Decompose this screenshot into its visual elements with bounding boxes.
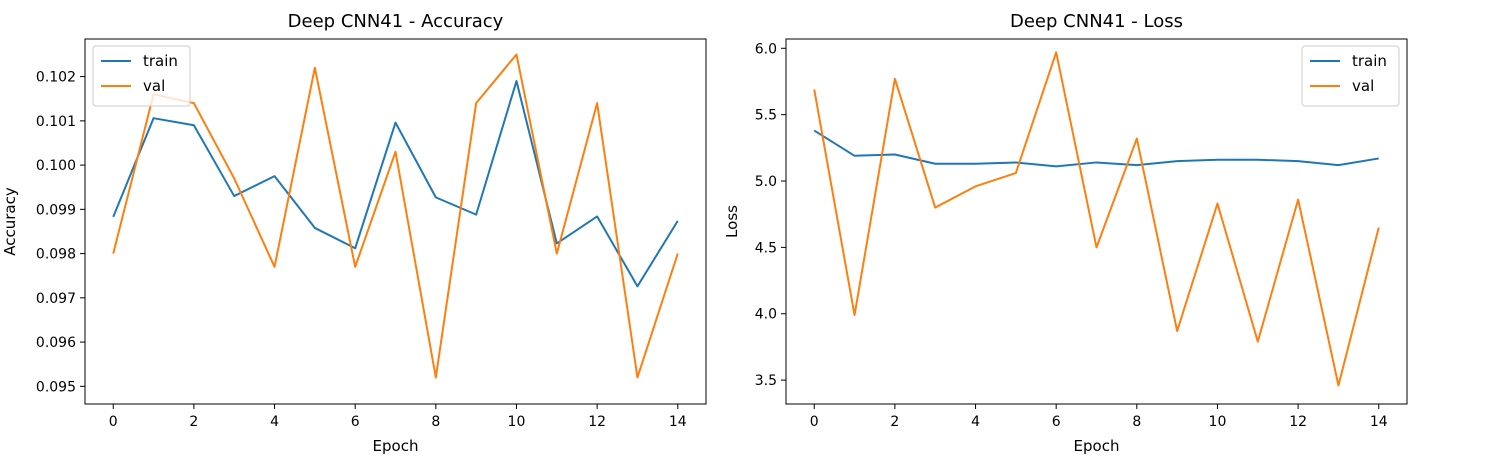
chart-0-ytick-label: 0.102 (36, 70, 76, 86)
chart-0-xtick-label: 14 (669, 414, 687, 430)
chart-1-series-val-line (813, 51, 1380, 387)
chart-1-xtick-label: 4 (971, 414, 980, 430)
chart-0-xtick-label: 10 (508, 414, 526, 430)
chart-1-xlabel: Epoch (1074, 437, 1120, 455)
chart-0-xtick-label: 12 (588, 414, 606, 430)
chart-0-xtick-label: 8 (431, 414, 440, 430)
chart-1-ytick-label: 4.0 (755, 307, 777, 323)
chart-1-ytick-label: 6.0 (755, 41, 777, 57)
chart-1-frame (785, 38, 1408, 405)
chart-1-ytick-label: 3.5 (755, 373, 777, 389)
chart-1-xtick-label: 14 (1370, 414, 1388, 430)
chart-0-ytick-label: 0.097 (36, 291, 76, 307)
chart-1-ytick-label: 4.5 (755, 240, 777, 256)
chart-1-legend-label-val: val (1352, 77, 1374, 95)
chart-0-xtick-label: 0 (109, 414, 118, 430)
chart-1-xtick-label: 10 (1209, 414, 1227, 430)
chart-1-legend: train val (1301, 45, 1400, 107)
chart-1-xtick-label: 2 (890, 414, 899, 430)
chart-0-title: Deep CNN41 - Accuracy (288, 11, 504, 32)
chart-0-ytick-label: 0.098 (36, 247, 76, 263)
chart-0-ylabel: Accuracy (1, 187, 19, 256)
chart-0-ytick-label: 0.095 (36, 379, 76, 395)
chart-1-xtick-label: 0 (810, 414, 819, 430)
chart-1-series-train-line (813, 129, 1379, 168)
chart-1-ylabel: Loss (723, 205, 741, 238)
chart-1-legend-label-train: train (1352, 52, 1387, 70)
chart-1-title: Deep CNN41 - Loss (1010, 11, 1183, 32)
chart-0-legend-label-val: val (143, 77, 165, 95)
chart-0-frame (84, 38, 707, 405)
chart-0-legend-label-train: train (143, 52, 178, 70)
chart-1: Deep CNN41 - Loss 0 2 4 6 8 10 12 14 3.5 4.0 4.5 5.0… (723, 11, 1408, 455)
chart-1-ytick-label: 5.5 (755, 108, 777, 124)
chart-1-xtick-label: 12 (1289, 414, 1307, 430)
chart-0-ytick-label: 0.101 (36, 114, 76, 130)
chart-0-ytick-label: 0.099 (36, 202, 76, 218)
chart-0-ytick-label: 0.100 (36, 158, 76, 174)
chart-1-ytick-label: 5.0 (755, 174, 777, 190)
chart-0-series-train-line (112, 80, 679, 288)
chart-0-ytick-label: 0.096 (36, 335, 76, 351)
chart-0-xtick-label: 6 (351, 414, 360, 430)
chart-1-xtick-label: 8 (1132, 414, 1141, 430)
chart-0-legend: train val (92, 45, 191, 107)
chart-0-xtick-label: 4 (270, 414, 279, 430)
chart-0-xlabel: Epoch (373, 437, 419, 455)
chart-0-series-val-line (112, 53, 679, 379)
chart-0: Deep CNN41 - Accuracy 0 2 4 6 8 10 12 14 0.095 0.0… (1, 11, 707, 455)
chart-1-xtick-label: 6 (1052, 414, 1061, 430)
chart-0-xtick-label: 2 (189, 414, 198, 430)
